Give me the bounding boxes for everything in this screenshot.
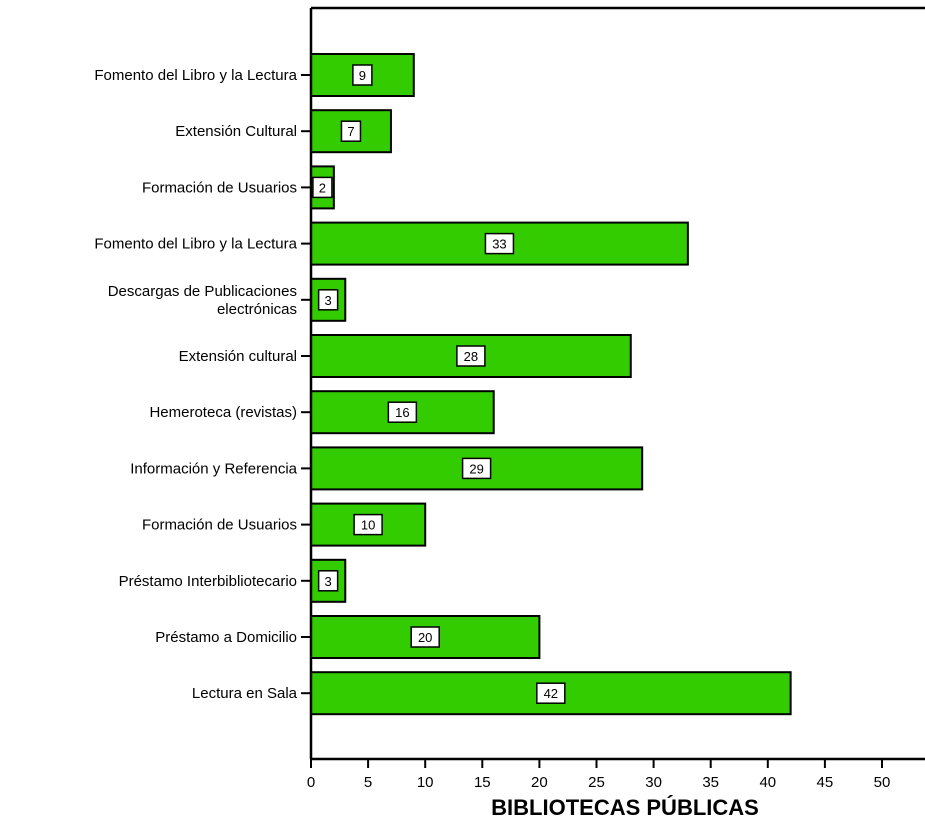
data-label-box — [312, 176, 333, 199]
data-label: 42 — [544, 686, 558, 701]
data-label: 7 — [347, 124, 354, 139]
data-label-box — [352, 64, 373, 86]
category-labels: Fomento del Libro y la Lectura Extensión … — [94, 67, 297, 702]
x-tick-label: 15 — [474, 774, 491, 791]
x-tick-label: 20 — [531, 774, 548, 791]
data-label-box — [410, 626, 440, 648]
x-tick-label: 5 — [364, 774, 372, 791]
x-tick-label: 35 — [702, 774, 719, 791]
data-label: 16 — [395, 405, 409, 420]
category-label: Formación de Usuarios — [142, 179, 297, 196]
category-label: electrónicas — [217, 301, 297, 318]
category-label: Descargas de Publicaciones — [108, 283, 297, 300]
data-label-box — [353, 513, 383, 536]
bar — [310, 390, 495, 435]
data-label: 28 — [464, 349, 478, 364]
category-label: Préstamo Interbibliotecario — [119, 573, 297, 590]
bar — [310, 221, 689, 266]
data-label-box — [536, 682, 566, 704]
category-label: Fomento del Libro y la Lectura — [94, 67, 297, 84]
data-label-box — [461, 457, 492, 480]
x-tick-label: 25 — [588, 774, 605, 791]
data-label-box — [340, 120, 362, 142]
data-label: 9 — [359, 68, 366, 83]
x-tick-label: 45 — [817, 774, 834, 791]
category-label: Formación de Usuarios — [142, 517, 297, 534]
data-label: 3 — [325, 293, 332, 308]
data-label-box — [387, 401, 418, 423]
data-label: 10 — [361, 518, 375, 533]
data-label: 33 — [492, 237, 506, 252]
x-ticks: 0 5 10 15 20 25 30 35 40 45 50 — [307, 759, 891, 791]
data-label: 29 — [469, 461, 483, 476]
category-label: Extensión cultural — [179, 348, 297, 365]
data-label-box — [317, 289, 339, 311]
data-label-box — [317, 570, 339, 592]
data-label: 2 — [319, 180, 326, 195]
category-label: Préstamo a Domicilio — [155, 629, 297, 646]
x-tick-label: 50 — [874, 774, 891, 791]
category-label: Extensión Cultural — [175, 123, 297, 140]
data-label: 3 — [325, 574, 332, 589]
data-label: 20 — [418, 630, 432, 645]
x-tick-label: 40 — [759, 774, 776, 791]
category-label: Lectura en Sala — [192, 685, 298, 702]
data-label-box — [484, 232, 515, 255]
data-label-box — [456, 345, 486, 367]
category-label: Información y Referencia — [130, 460, 297, 477]
category-label: Fomento del Libro y la Lectura — [94, 236, 297, 253]
x-tick-label: 10 — [417, 774, 434, 791]
x-axis-title: BIBLIOTECAS PÚBLICAS — [491, 795, 759, 820]
axes — [301, 6, 925, 761]
category-label: Hemeroteca (revistas) — [149, 404, 297, 421]
x-tick-label: 0 — [307, 774, 315, 791]
x-tick-label: 30 — [645, 774, 662, 791]
